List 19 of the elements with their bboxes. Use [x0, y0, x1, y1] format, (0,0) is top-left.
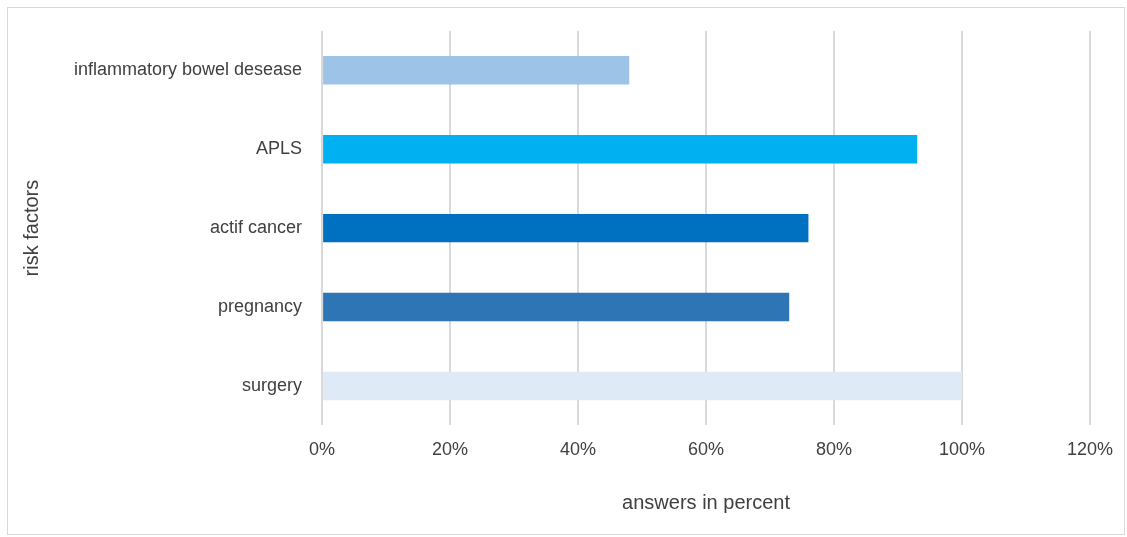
bar — [323, 371, 962, 401]
x-tick-label: 120% — [1066, 439, 1113, 460]
x-tick-label: 0% — [309, 439, 336, 460]
x-axis-title: answers in percent — [622, 490, 791, 513]
bar — [323, 213, 809, 243]
bar — [323, 134, 918, 164]
y-tick-label: actif cancer — [210, 217, 303, 238]
x-tick-label: 60% — [688, 439, 725, 460]
x-tick-label: 20% — [432, 439, 469, 460]
y-axis-title: risk factors — [19, 179, 42, 277]
x-tick-label: 40% — [560, 439, 597, 460]
y-tick-label: pregnancy — [218, 295, 303, 316]
x-tick-label: 100% — [938, 439, 986, 460]
x-tick-label: 80% — [816, 439, 853, 460]
y-tick-label: surgery — [242, 374, 303, 395]
bar — [323, 56, 630, 85]
y-tick-label: APLS — [256, 138, 303, 159]
y-tick-label: inflammatory bowel desease — [73, 59, 303, 80]
bar — [323, 292, 790, 322]
